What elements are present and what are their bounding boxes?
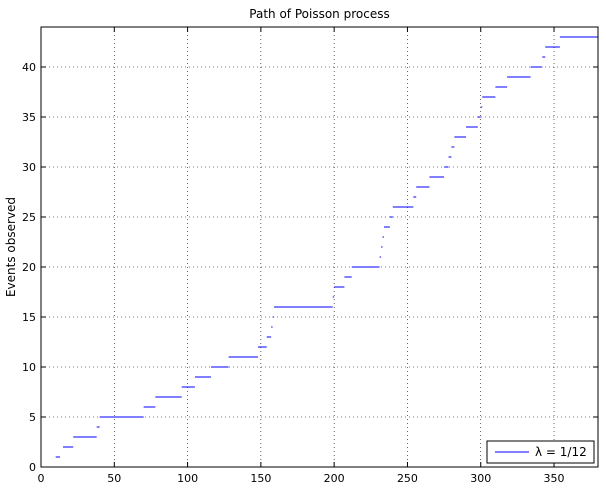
y-tick-label: 30 (22, 161, 36, 174)
y-tick-label: 25 (22, 211, 36, 224)
y-tick-label: 15 (22, 311, 36, 324)
y-tick-label: 10 (22, 361, 36, 374)
axis-ticks: 0 50 100 150 200 250 300 350 0 5 10 15 20 25 30 35 40 (22, 27, 598, 485)
legend-box (486, 440, 595, 464)
y-tick-label: 5 (29, 411, 36, 424)
x-tick-label: 300 (470, 472, 491, 485)
legend-entry-label: λ = 1/12 (535, 445, 587, 459)
series-layer (55, 36, 598, 458)
grid-lines (41, 27, 598, 467)
y-axis-label: Events observed (4, 197, 18, 297)
x-tick-label: 50 (107, 472, 121, 485)
chart-title: Path of Poisson process (249, 7, 389, 21)
x-tick-label: 100 (177, 472, 198, 485)
y-tick-label: 0 (29, 461, 36, 474)
x-tick-label: 0 (38, 472, 45, 485)
x-tick-label: 350 (544, 472, 565, 485)
plot-area-frame (40, 26, 599, 468)
legend: λ = 1/12 (486, 440, 595, 464)
x-tick-label: 150 (250, 472, 271, 485)
x-tick-label: 250 (397, 472, 418, 485)
x-tick-label: 200 (324, 472, 345, 485)
y-tick-label: 35 (22, 111, 36, 124)
y-tick-label: 40 (22, 61, 36, 74)
y-tick-label: 20 (22, 261, 36, 274)
